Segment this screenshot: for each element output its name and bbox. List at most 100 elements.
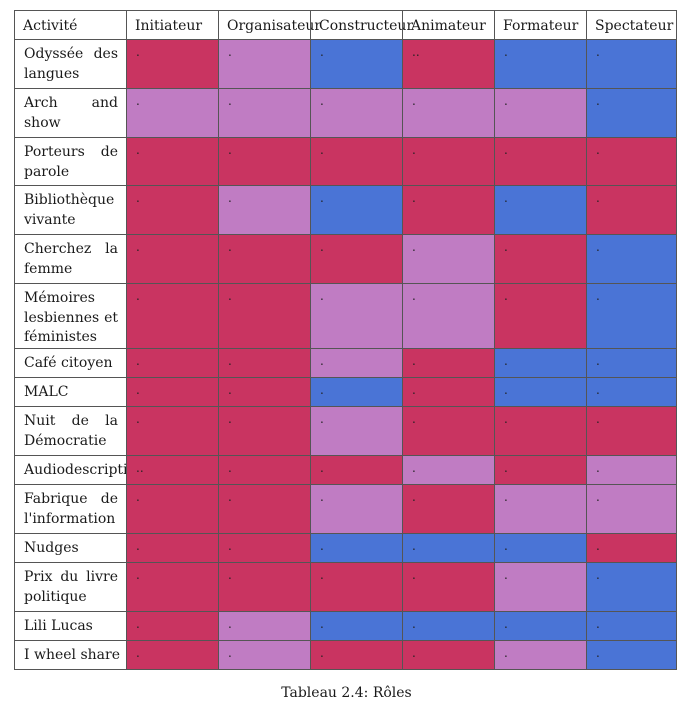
role-cell: . [494, 563, 586, 611]
role-cell: . [126, 612, 218, 640]
role-cell: . [310, 534, 402, 562]
role-cell: . [218, 40, 310, 88]
activity-name: Lili Lucas [14, 612, 126, 640]
role-cell: . [402, 89, 494, 137]
table-row: MALC...... [14, 378, 677, 407]
role-cell: . [586, 138, 677, 185]
role-cell: . [218, 485, 310, 533]
role-cell: . [494, 40, 586, 88]
header-animateur: Animateur [402, 11, 494, 39]
role-cell: . [402, 349, 494, 377]
activity-name: Fabrique de l'information [14, 485, 126, 533]
role-cell: . [402, 563, 494, 611]
table-row: Bibliothèque vivante...... [14, 186, 677, 235]
header-constructeur: Constructeur [310, 11, 413, 39]
role-cell: . [494, 138, 586, 185]
role-cell: . [310, 612, 402, 640]
role-cell: . [218, 534, 310, 562]
role-cell: . [218, 563, 310, 611]
role-cell: . [402, 407, 494, 455]
table-row: I wheel share...... [14, 641, 677, 670]
role-cell: . [586, 40, 677, 88]
role-cell: . [586, 186, 677, 234]
role-cell: . [402, 138, 494, 185]
role-cell: . [402, 186, 494, 234]
activity-name: Prix du livre politique [14, 563, 126, 611]
table-row: Audiodescription....... [14, 456, 677, 485]
role-cell: . [126, 284, 218, 348]
role-cell: . [494, 485, 586, 533]
table-row: Nuit de la Démocratie...... [14, 407, 677, 456]
role-cell: . [586, 284, 677, 348]
table-row: Cherchez la femme...... [14, 235, 677, 284]
role-cell: . [586, 485, 677, 533]
role-cell: . [494, 534, 586, 562]
role-cell: . [586, 89, 677, 137]
role-cell: . [586, 612, 677, 640]
table-row: Nudges...... [14, 534, 677, 563]
role-cell: . [218, 89, 310, 137]
header-spectateur: Spectateur [586, 11, 677, 39]
role-cell: . [126, 641, 218, 669]
role-cell: . [126, 407, 218, 455]
role-cell: . [126, 563, 218, 611]
role-cell: . [494, 641, 586, 669]
role-cell: . [126, 89, 218, 137]
table-row: Lili Lucas...... [14, 612, 677, 641]
role-cell: . [218, 349, 310, 377]
table-row: Café citoyen...... [14, 349, 677, 378]
role-cell: . [126, 186, 218, 234]
role-cell: . [310, 186, 402, 234]
role-cell: . [402, 284, 494, 348]
role-cell: . [218, 407, 310, 455]
role-cell: . [494, 284, 586, 348]
role-cell: . [586, 378, 677, 406]
role-cell: .. [402, 40, 494, 88]
role-cell: . [494, 612, 586, 640]
role-cell: . [218, 284, 310, 348]
role-cell: . [494, 407, 586, 455]
activity-name: Mémoires lesbiennes et féministes [14, 284, 126, 348]
activity-name: Porteurs de parole [14, 138, 126, 185]
role-cell: . [586, 407, 677, 455]
activity-name: I wheel share [14, 641, 126, 669]
role-cell: . [126, 378, 218, 406]
role-cell: . [310, 456, 402, 484]
role-cell: . [402, 235, 494, 283]
role-cell: . [402, 456, 494, 484]
role-cell: . [218, 186, 310, 234]
role-cell: . [310, 235, 402, 283]
roles-table: Activité Initiateur Organisateur Constru… [14, 10, 677, 670]
role-cell: . [310, 407, 402, 455]
role-cell: . [402, 378, 494, 406]
role-cell: . [586, 235, 677, 283]
role-cell: . [310, 563, 402, 611]
role-cell: . [310, 349, 402, 377]
role-cell: . [126, 235, 218, 283]
role-cell: . [218, 138, 310, 185]
role-cell: . [126, 534, 218, 562]
activity-name: Bibliothèque vivante [14, 186, 126, 234]
table-row: Fabrique de l'information...... [14, 485, 677, 534]
role-cell: .. [126, 456, 218, 484]
role-cell: . [494, 456, 586, 484]
role-cell: . [310, 485, 402, 533]
role-cell: . [402, 534, 494, 562]
activity-name: Odyssée des langues [14, 40, 126, 88]
header-formateur: Formateur [494, 11, 586, 39]
role-cell: . [218, 612, 310, 640]
role-cell: . [126, 40, 218, 88]
role-cell: . [402, 641, 494, 669]
activity-name: Nuit de la Démocratie [14, 407, 126, 455]
table-row: Porteurs de parole...... [14, 138, 677, 186]
role-cell: . [126, 138, 218, 185]
role-cell: . [586, 456, 677, 484]
role-cell: . [402, 612, 494, 640]
role-cell: . [126, 349, 218, 377]
role-cell: . [310, 378, 402, 406]
role-cell: . [310, 284, 402, 348]
header-initiateur: Initiateur [126, 11, 218, 39]
table-header-row: Activité Initiateur Organisateur Constru… [14, 10, 677, 40]
role-cell: . [310, 89, 402, 137]
table-row: Prix du livre politique...... [14, 563, 677, 612]
